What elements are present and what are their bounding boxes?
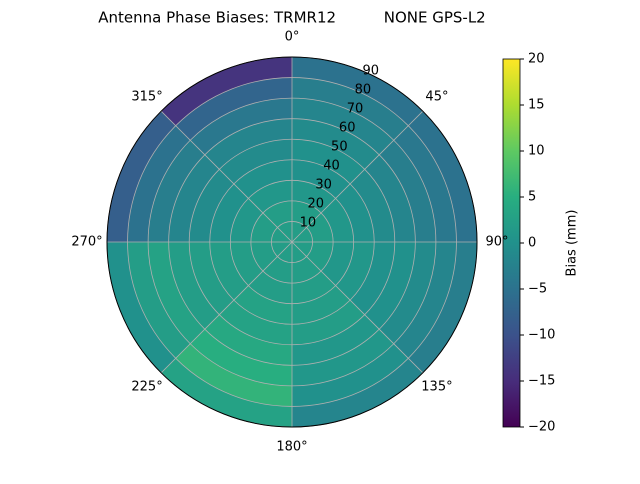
grid-spoke	[291, 110, 424, 243]
colorbar-tick-label: −5	[528, 282, 547, 297]
radial-tick-label: 30	[315, 178, 332, 193]
radial-tick-label: 10	[300, 216, 317, 231]
colorbar-tick-label: 20	[528, 52, 545, 67]
radial-tick-label: 20	[307, 197, 324, 212]
colorbar-tick-label: −10	[528, 328, 555, 343]
radial-tick-label: 90	[363, 64, 380, 79]
colorbar-tick-label: 0	[528, 236, 536, 251]
angle-tick-label: 0°	[285, 30, 300, 45]
colorbar-tick-label: −20	[528, 420, 555, 435]
polar-frame	[106, 56, 478, 428]
angle-tick-label: 225°	[131, 379, 162, 394]
colorbar-tick-label: −15	[528, 374, 555, 389]
colorbar-tick-label: 5	[528, 190, 536, 205]
radial-tick-label: 60	[339, 121, 356, 136]
angle-tick-label: 135°	[421, 379, 452, 394]
radial-tick-label: 80	[355, 83, 372, 98]
angle-tick-label: 45°	[425, 90, 448, 105]
chart-title: Antenna Phase Biases: TRMR12 NONE GPS-L2	[98, 9, 485, 27]
angle-tick-label: 90°	[485, 235, 508, 250]
grid-spoke	[160, 110, 293, 243]
radial-tick-label: 50	[331, 140, 348, 155]
colorbar-label: Bias (mm)	[565, 210, 580, 277]
radial-tick-label: 40	[323, 159, 340, 174]
colorbar-tick-label: 15	[528, 98, 545, 113]
grid	[106, 56, 478, 428]
grid-spoke	[160, 241, 293, 374]
angle-tick-label: 315°	[131, 90, 162, 105]
grid-spoke	[291, 241, 424, 374]
radial-tick-label: 70	[347, 102, 364, 117]
angle-tick-label: 180°	[276, 440, 307, 455]
colorbar-tick-label: 10	[528, 144, 545, 159]
angle-tick-label: 270°	[71, 235, 102, 250]
